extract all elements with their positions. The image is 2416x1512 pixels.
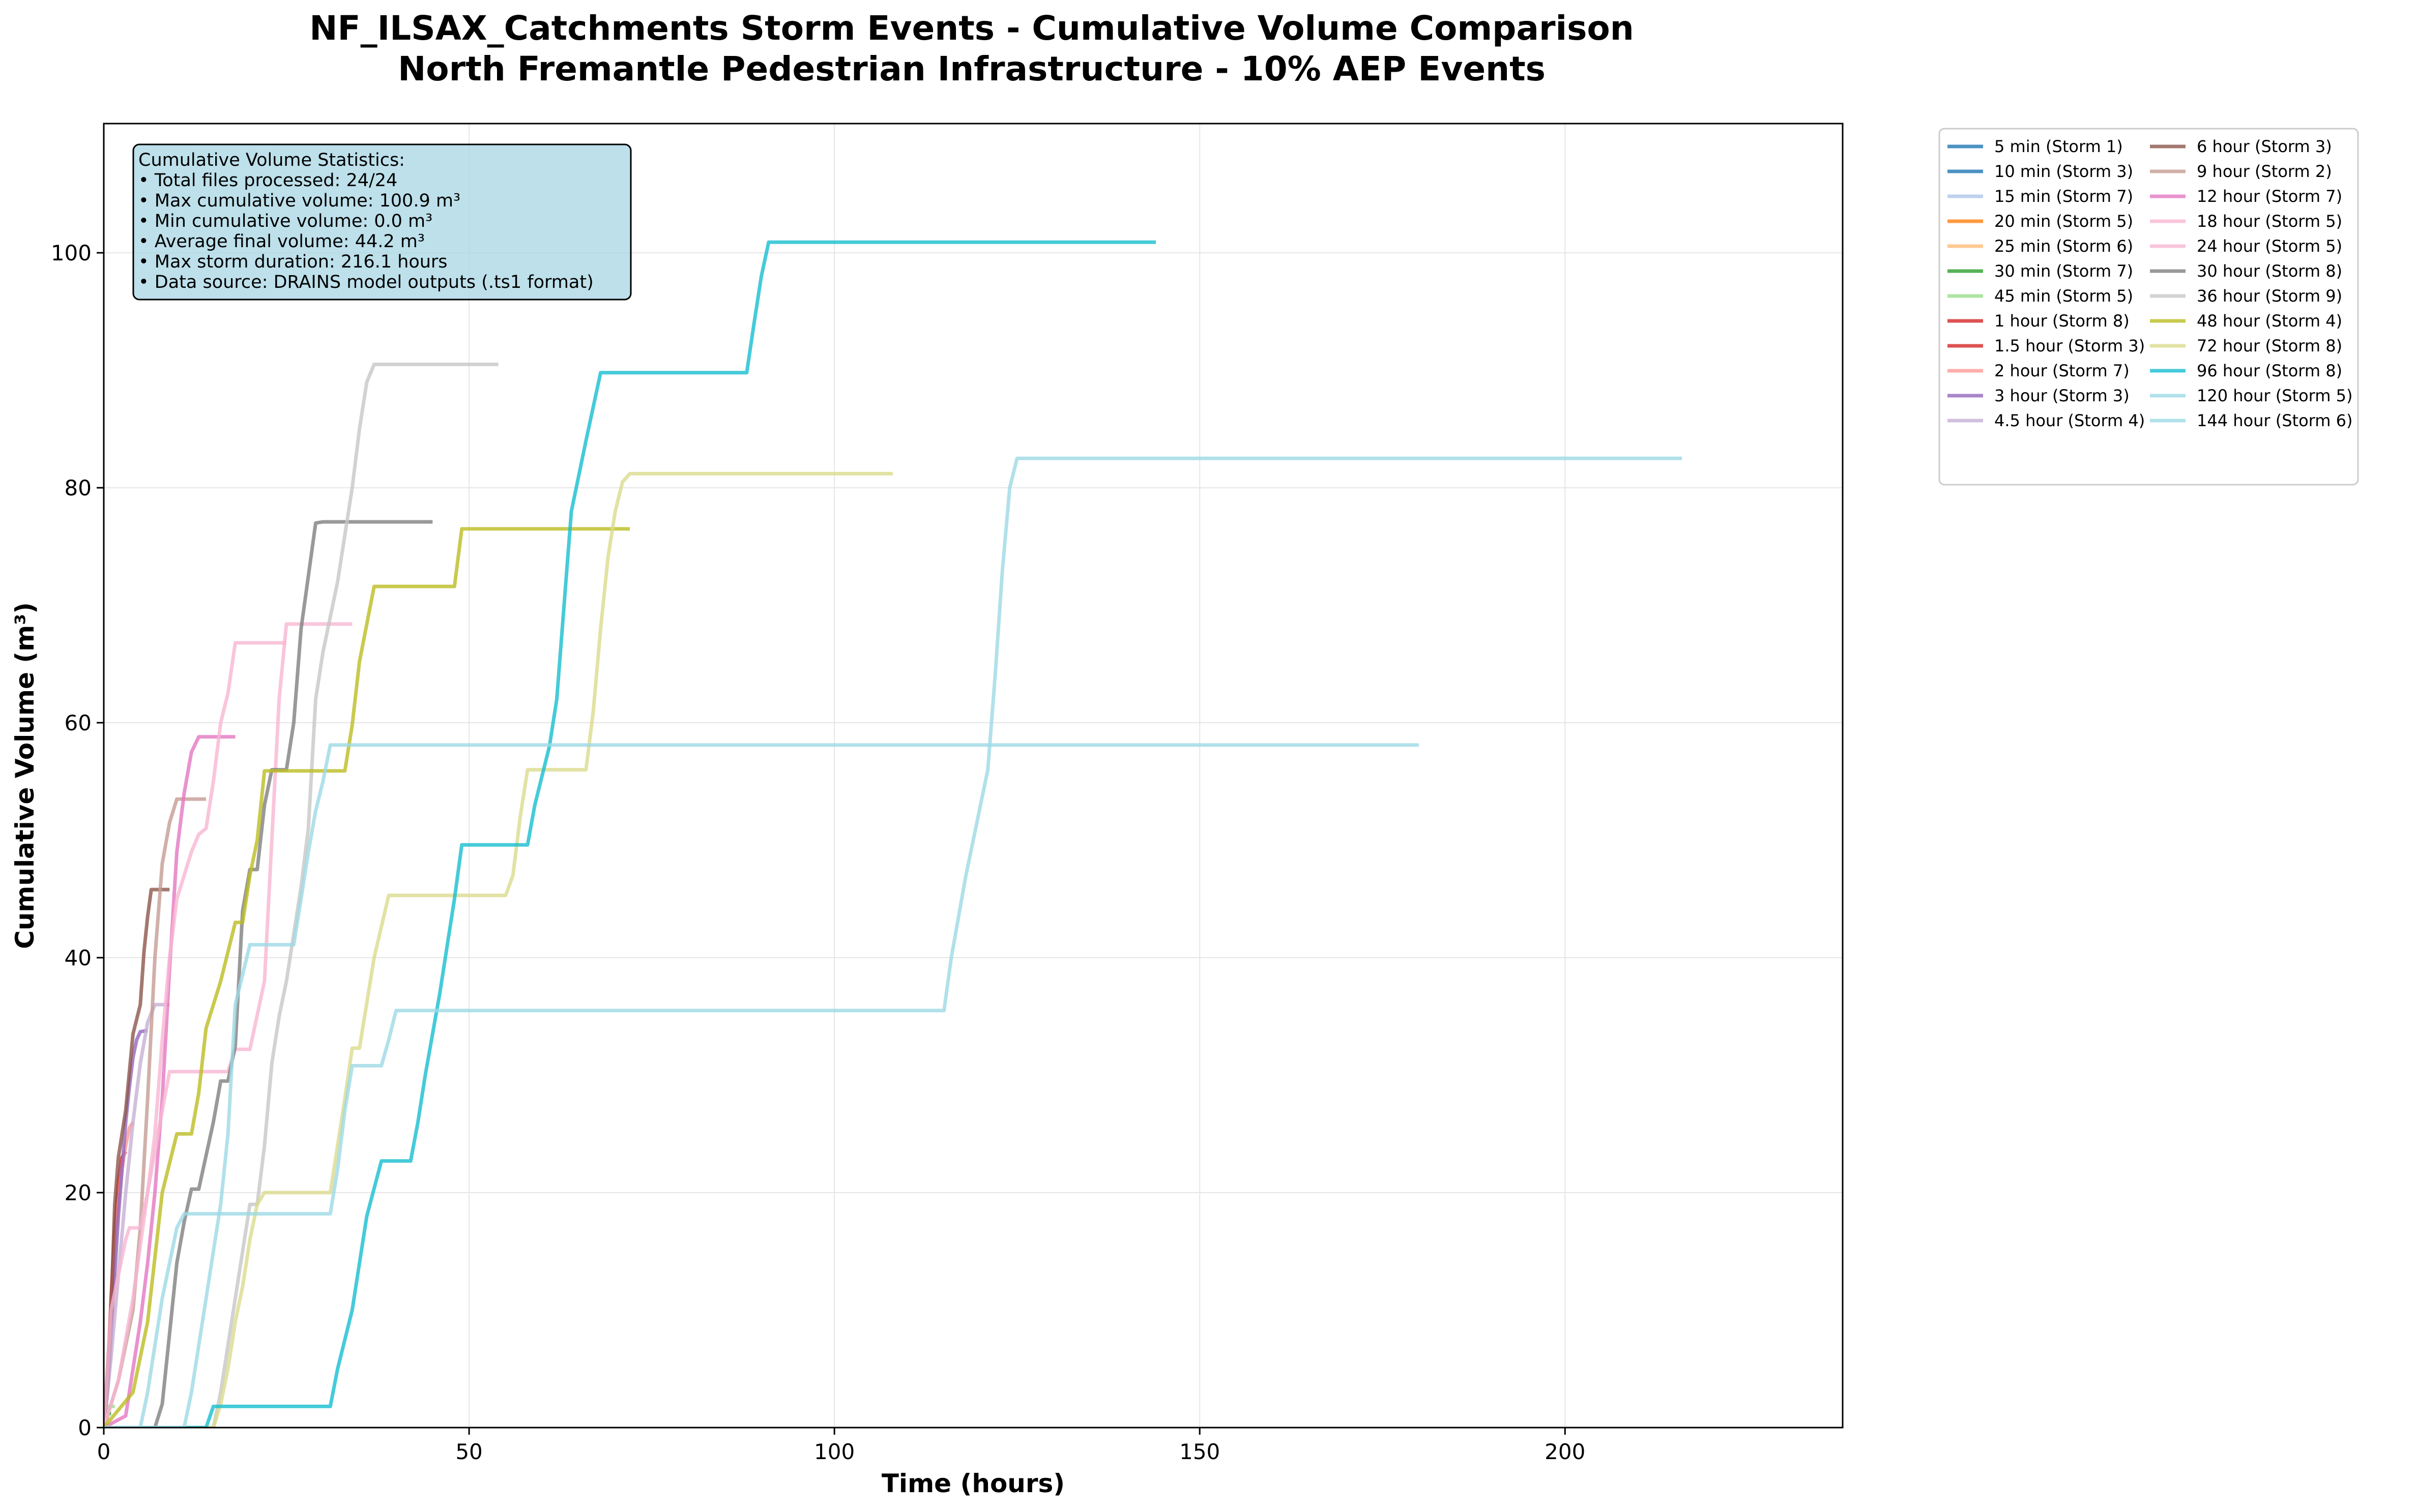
legend-label: 15 min (Storm 7): [1994, 187, 2133, 206]
x-tick-label: 100: [814, 1439, 855, 1464]
legend-frame: [1938, 128, 2359, 486]
legend-label: 48 hour (Storm 4): [2197, 311, 2342, 331]
series-lines: [104, 240, 1682, 1428]
legend-label: 4.5 hour (Storm 4): [1994, 411, 2145, 430]
legend-label: 3 hour (Storm 3): [1994, 386, 2130, 405]
y-tick-label: 0: [78, 1415, 92, 1440]
y-tick-label: 80: [65, 476, 92, 500]
x-axis-ticks: 0 50 100 150 200: [97, 1428, 1585, 1464]
series-line-20: [104, 471, 893, 1428]
legend-label: 9 hour (Storm 2): [2197, 162, 2332, 181]
plot-frame: [103, 123, 1844, 1429]
legend-label: 1.5 hour (Storm 3): [1994, 336, 2145, 355]
legend-label: 12 hour (Storm 7): [2197, 187, 2342, 206]
y-tick-label: 40: [65, 945, 92, 970]
x-tick-label: 50: [455, 1439, 482, 1464]
legend-label: 144 hour (Storm 6): [2197, 411, 2352, 430]
legend-label: 96 hour (Storm 8): [2197, 361, 2342, 380]
legend-label: 20 min (Storm 5): [1994, 212, 2133, 231]
series-line-23: [104, 456, 1682, 1428]
legend-label: 30 min (Storm 7): [1994, 261, 2133, 281]
y-axis-ticks: 0 20 40 60 80 100: [51, 241, 104, 1440]
stats-line: • Max cumulative volume: 100.9 m³: [138, 191, 460, 211]
x-tick-label: 150: [1179, 1439, 1220, 1464]
legend-label: 72 hour (Storm 8): [2197, 336, 2342, 355]
y-axis-label: Cumulative Volume (m³): [10, 602, 40, 949]
series-line-19: [104, 527, 630, 1428]
y-tick-label: 60: [65, 710, 92, 735]
legend-label: 2 hour (Storm 7): [1994, 361, 2130, 380]
legend-label: 10 min (Storm 3): [1994, 162, 2133, 181]
x-tick-label: 200: [1545, 1439, 1585, 1464]
series-line-14: [104, 735, 236, 1428]
legend-label: 18 hour (Storm 5): [2197, 212, 2342, 231]
stats-box: Cumulative Volume Statistics:• Total fil…: [132, 143, 632, 301]
legend-label: 24 hour (Storm 5): [2197, 236, 2342, 256]
stats-line: • Total files processed: 24/24: [138, 170, 397, 191]
legend-label: 25 min (Storm 6): [1994, 236, 2133, 256]
legend-label: 5 min (Storm 1): [1994, 137, 2123, 156]
x-tick-label: 0: [97, 1439, 111, 1464]
stats-line: • Average final volume: 44.2 m³: [138, 231, 425, 252]
stats-line: • Min cumulative volume: 0.0 m³: [138, 211, 432, 231]
series-line-18: [104, 363, 499, 1428]
stats-line: Cumulative Volume Statistics:: [138, 150, 405, 170]
legend-label: 45 min (Storm 5): [1994, 286, 2133, 306]
legend: 5 min (Storm 1) 10 min (Storm 3) 15 min (S…: [1938, 128, 2359, 486]
series-line-12: [104, 887, 170, 1428]
legend-label: 6 hour (Storm 3): [2197, 137, 2332, 156]
y-tick-label: 20: [65, 1180, 92, 1205]
legend-label: 120 hour (Storm 5): [2197, 386, 2352, 405]
legend-label: 1 hour (Storm 8): [1994, 311, 2130, 331]
stats-line: • Data source: DRAINS model outputs (.ts…: [138, 272, 594, 292]
x-axis-label: Time (hours): [882, 1469, 1065, 1498]
stats-box-background: [132, 143, 632, 301]
series-line-21: [104, 240, 1156, 1428]
series-line-15: [104, 641, 286, 1428]
series-line-22: [104, 743, 1419, 1428]
chart-title: NF_ILSAX_Catchments Storm Events - Cumul…: [309, 9, 1634, 48]
y-tick-label: 100: [51, 241, 92, 265]
chart-subtitle: North Fremantle Pedestrian Infrastructur…: [398, 49, 1546, 88]
stats-line: • Max storm duration: 216.1 hours: [138, 252, 448, 272]
legend-label: 30 hour (Storm 8): [2197, 261, 2342, 281]
legend-label: 36 hour (Storm 9): [2197, 286, 2342, 306]
